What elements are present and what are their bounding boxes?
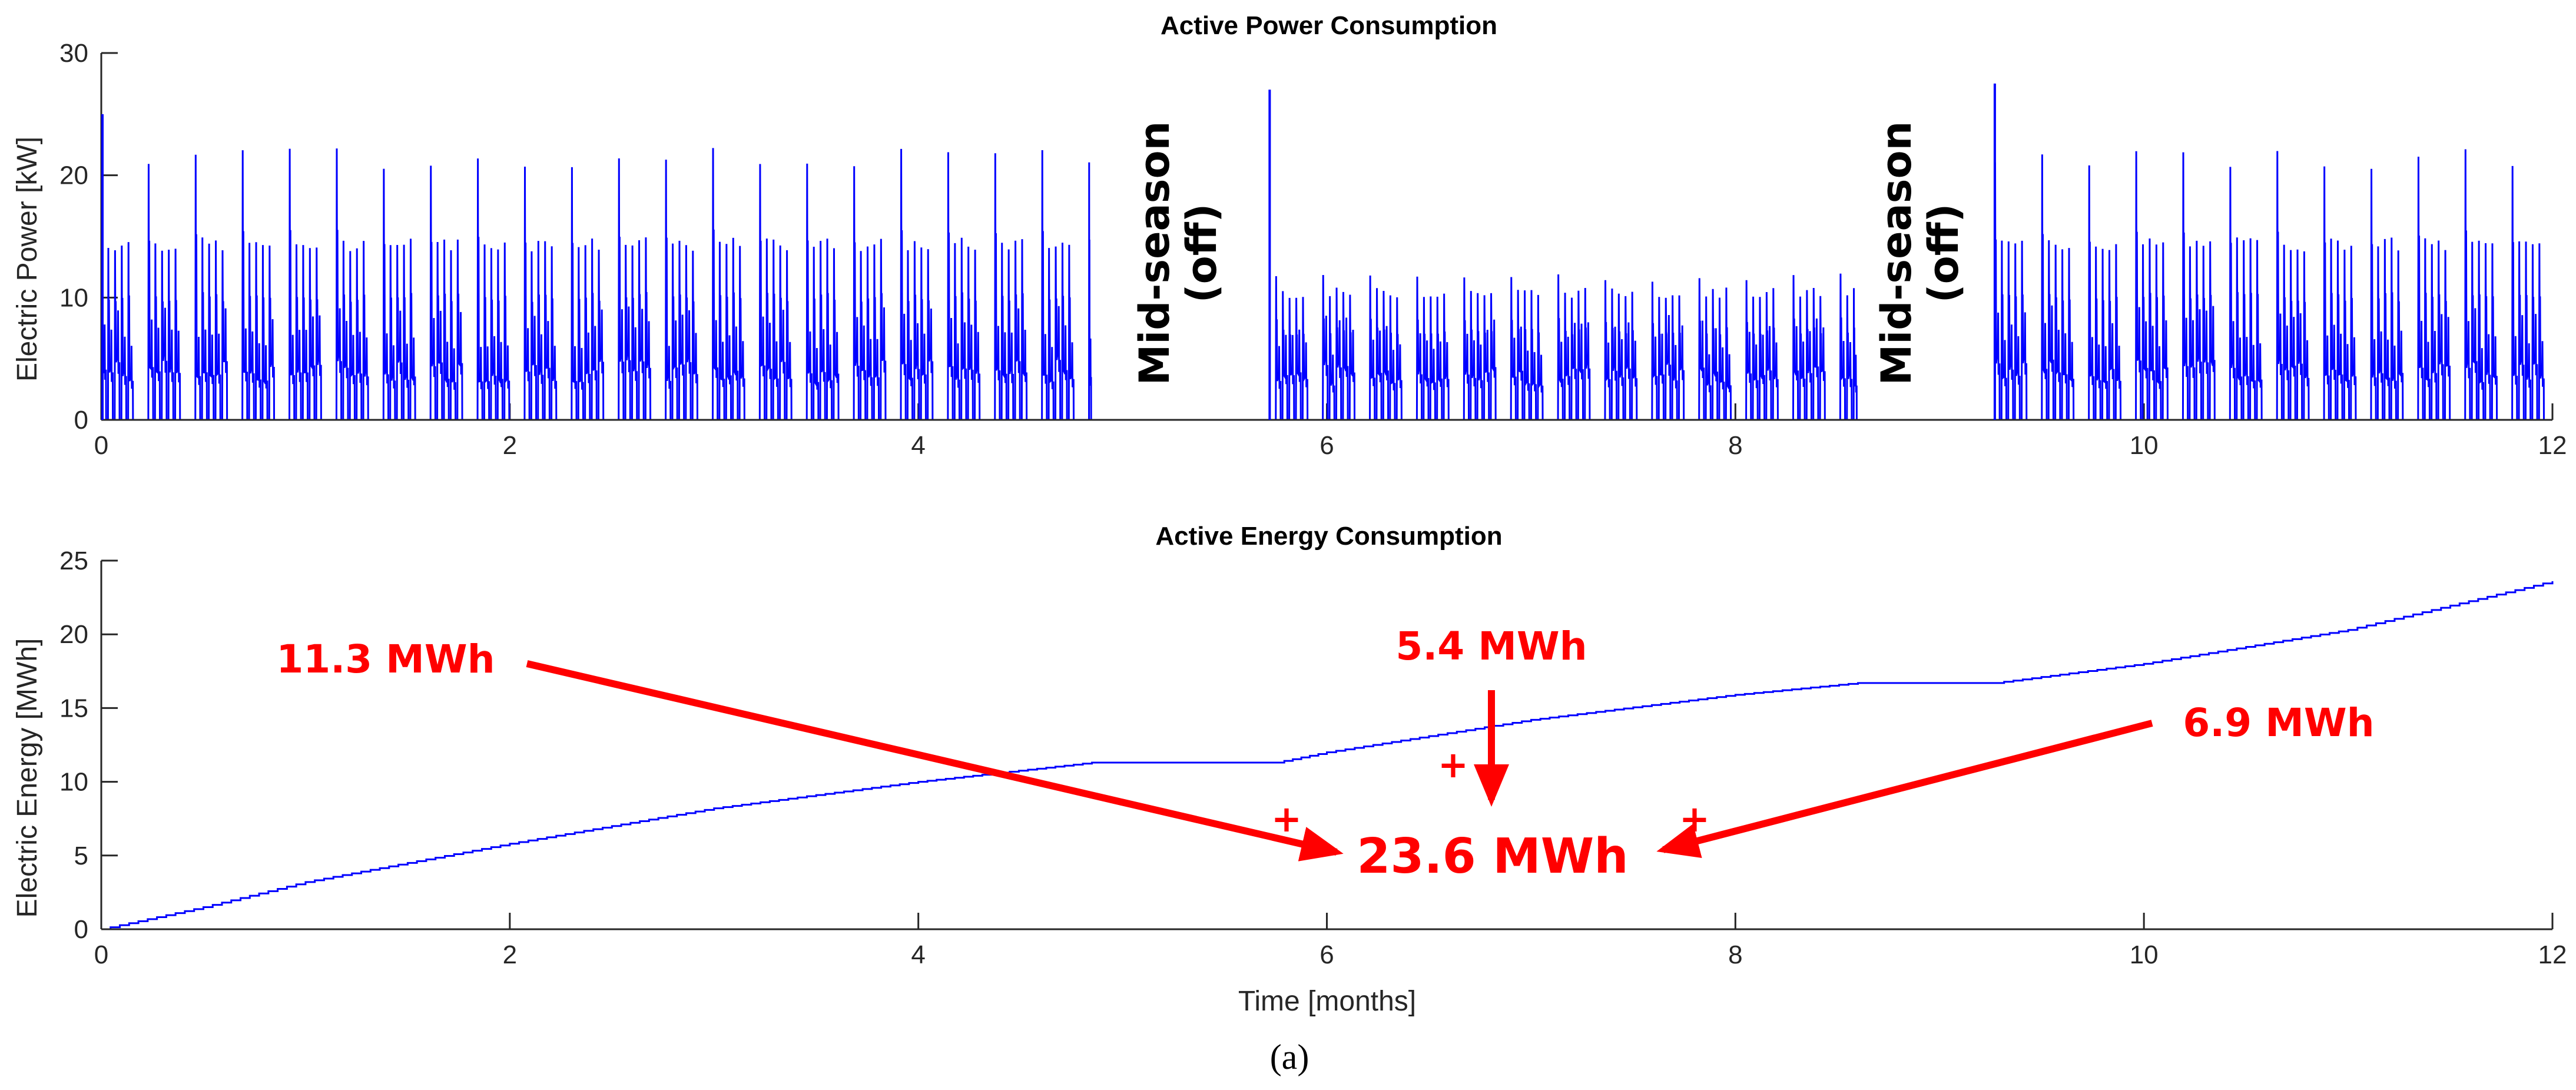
energy-annotations: 11.3 MWh 5.4 MWh 6.9 MWh 23.6 MWh + + + — [276, 624, 2374, 884]
energy-y-tick-label: 25 — [59, 546, 88, 575]
energy-y-tick-label: 15 — [59, 694, 88, 723]
mid-season-label-2: Mid-season (off) — [1872, 121, 1968, 386]
power-x-tick-label: 8 — [1728, 431, 1742, 460]
energy-y-tick-label: 0 — [74, 915, 88, 944]
power-y-tick-label: 10 — [59, 283, 88, 312]
energy-x-tick-label: 0 — [94, 940, 108, 969]
mid-season-label-2-line2: (off) — [1919, 204, 1968, 303]
arrow-segment-1 — [526, 660, 1344, 862]
energy-x-tick-label: 8 — [1728, 940, 1742, 969]
segment-2-label: 5.4 MWh — [1395, 624, 1587, 669]
energy-y-axis-label: Electric Energy [MWh] — [12, 638, 43, 918]
segment-3-label: 6.9 MWh — [2183, 700, 2374, 746]
power-chart-title: Active Power Consumption — [1161, 11, 1497, 40]
mid-season-label-1-line1: Mid-season — [1130, 121, 1179, 386]
energy-chart: Active Energy Consumption Electric Energ… — [12, 522, 2567, 1017]
energy-x-tick-label: 10 — [2130, 940, 2159, 969]
plus-sign-3: + — [1679, 797, 1710, 840]
mid-season-label-2-line1: Mid-season — [1872, 121, 1921, 386]
plus-sign-1: + — [1271, 797, 1302, 840]
power-x-tick-label: 4 — [911, 431, 925, 460]
energy-y-tick-label: 5 — [74, 841, 88, 870]
energy-y-tick-label: 20 — [59, 620, 88, 649]
power-x-tick-label: 12 — [2538, 431, 2567, 460]
energy-x-tick-label: 6 — [1320, 940, 1334, 969]
plus-sign-2: + — [1438, 743, 1468, 786]
energy-y-tick-label: 10 — [59, 768, 88, 797]
energy-chart-title: Active Energy Consumption — [1155, 522, 1502, 551]
power-chart: Active Power Consumption Electric Power … — [12, 11, 2567, 460]
segment-1-label: 11.3 MWh — [276, 637, 495, 682]
power-x-tick-label: 10 — [2130, 431, 2159, 460]
energy-series-line — [101, 581, 2554, 930]
energy-ticks: 0 2 4 6 8 10 12 0 5 10 15 20 25 — [59, 546, 2567, 969]
power-series-line — [100, 148, 2552, 421]
mid-season-label-1: Mid-season (off) — [1130, 121, 1226, 386]
energy-x-tick-label: 2 — [503, 940, 517, 969]
power-y-axis-label: Electric Power [kW] — [12, 137, 43, 382]
energy-x-tick-label: 4 — [911, 940, 925, 969]
power-x-tick-label: 6 — [1320, 431, 1334, 460]
mid-season-label-1-line2: (off) — [1178, 204, 1226, 303]
energy-plot-area — [100, 561, 2554, 930]
energy-x-tick-label: 12 — [2538, 940, 2567, 969]
power-plot-area — [100, 53, 2552, 421]
power-y-tick-label: 30 — [59, 39, 88, 68]
power-y-tick-label: 0 — [74, 406, 88, 435]
energy-x-axis-label: Time [months] — [1238, 986, 1416, 1017]
power-x-tick-label: 2 — [503, 431, 517, 460]
power-y-tick-label: 20 — [59, 161, 88, 190]
arrow-segment-3 — [1656, 720, 2153, 858]
total-label: 23.6 MWh — [1357, 829, 1628, 884]
power-x-tick-label: 0 — [94, 431, 108, 460]
figure-caption: (a) — [1270, 1038, 1309, 1076]
